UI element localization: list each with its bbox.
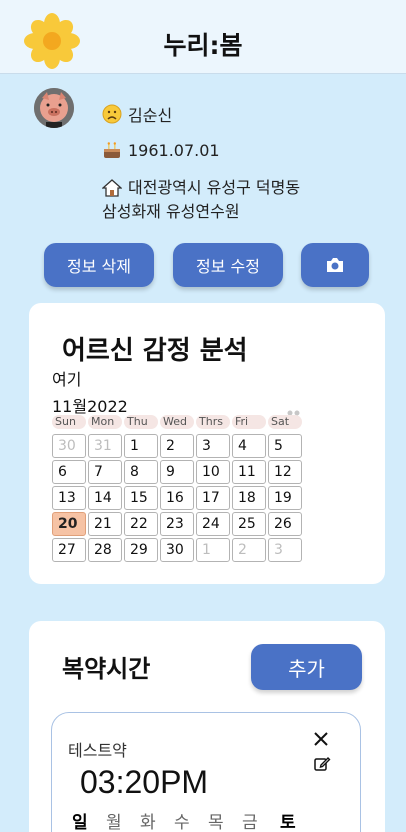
calendar-day[interactable]: 1 (196, 538, 230, 562)
medication-day-toggle[interactable]: 금 (242, 813, 258, 832)
calendar-day[interactable]: 4 (232, 434, 266, 458)
calendar-day[interactable]: 28 (88, 538, 122, 562)
profile-birth-row: 1961.07.01 (102, 140, 220, 160)
calendar-day[interactable]: 8 (124, 460, 158, 484)
pig-avatar-icon (34, 88, 74, 128)
add-medication-button[interactable]: 추가 (251, 644, 362, 690)
calendar-day[interactable]: 1 (124, 434, 158, 458)
calendar-day[interactable]: 16 (160, 486, 194, 510)
medication-title: 복약시간 (62, 655, 151, 683)
delete-medication-button[interactable] (312, 730, 330, 752)
calendar-day[interactable]: 11 (232, 460, 266, 484)
delete-info-button[interactable]: 정보 삭제 (44, 243, 154, 287)
sad-face-icon (102, 104, 122, 124)
medication-day-toggle[interactable]: 목 (208, 813, 224, 832)
weekday-label: Wed (160, 415, 194, 429)
calendar-nav[interactable] (286, 402, 302, 421)
medication-day-toggle[interactable]: 화 (140, 813, 156, 832)
calendar-day[interactable]: 26 (268, 512, 302, 536)
medication-day-toggle[interactable]: 월 (106, 813, 122, 832)
calendar-day[interactable]: 30 (160, 538, 194, 562)
calendar-day[interactable]: 17 (196, 486, 230, 510)
calendar-day[interactable]: 29 (124, 538, 158, 562)
calendar-day[interactable]: 6 (52, 460, 86, 484)
calendar-day[interactable]: 5 (268, 434, 302, 458)
emotion-subtitle: 여기 (52, 370, 82, 389)
calendar-day[interactable]: 18 (232, 486, 266, 510)
sunflower-icon (24, 13, 80, 69)
calendar-day[interactable]: 3 (268, 538, 302, 562)
dots-icon (287, 410, 300, 416)
medication-name: 테스트약 (68, 741, 127, 760)
calendar-day[interactable]: 23 (160, 512, 194, 536)
calendar-day[interactable]: 14 (88, 486, 122, 510)
calendar-day[interactable]: 9 (160, 460, 194, 484)
calendar-day[interactable]: 15 (124, 486, 158, 510)
calendar-day[interactable]: 2 (160, 434, 194, 458)
birthday-cake-icon (102, 140, 122, 160)
calendar-month-label: 11월2022 (52, 397, 128, 416)
weekday-label: Fri (232, 415, 266, 429)
weekday-label: Thrs (196, 415, 230, 429)
weekday-label: Sun (52, 415, 86, 429)
calendar-day[interactable]: 7 (88, 460, 122, 484)
edit-medication-button[interactable] (313, 755, 331, 777)
calendar-day[interactable]: 12 (268, 460, 302, 484)
house-icon (101, 178, 123, 198)
address-line-1: 대전광역시 유성구 덕명동 (128, 178, 301, 197)
address-line-2: 삼성화재 유성연수원 (102, 202, 240, 221)
calendar-day[interactable]: 24 (196, 512, 230, 536)
weekday-label: Thu (124, 415, 158, 429)
calendar-day[interactable]: 25 (232, 512, 266, 536)
profile-birth: 1961.07.01 (128, 140, 220, 160)
calendar-day[interactable]: 31 (88, 434, 122, 458)
camera-button[interactable] (301, 243, 369, 287)
calendar-day[interactable]: 20 (52, 512, 86, 536)
avatar[interactable] (34, 88, 74, 128)
calendar-day[interactable]: 22 (124, 512, 158, 536)
app-title: 누리:봄 (163, 31, 243, 60)
calendar-day[interactable]: 10 (196, 460, 230, 484)
edit-info-button[interactable]: 정보 수정 (173, 243, 283, 287)
calendar-day[interactable]: 13 (52, 486, 86, 510)
medication-day-toggle[interactable]: 토 (280, 813, 296, 832)
medication-day-toggle[interactable]: 일 (72, 813, 88, 832)
weekday-label: Mon (88, 415, 122, 429)
profile-name: 김순신 (128, 106, 173, 125)
profile-name-row: 김순신 (102, 102, 172, 126)
calendar-day[interactable]: 30 (52, 434, 86, 458)
calendar-day[interactable]: 21 (88, 512, 122, 536)
app-header: 누리:봄 (0, 0, 406, 74)
weekday-label: Sat (268, 415, 302, 429)
calendar-day[interactable]: 3 (196, 434, 230, 458)
calendar-day[interactable]: 27 (52, 538, 86, 562)
emotion-title: 어르신 감정 분석 (62, 336, 248, 366)
medication-time: 03:20PM (80, 764, 209, 800)
edit-icon (314, 757, 331, 771)
profile-address: 대전광역시 유성구 덕명동 삼성화재 유성연수원 (101, 176, 301, 224)
medication-item (51, 712, 361, 832)
close-icon (314, 732, 328, 746)
medication-day-toggle[interactable]: 수 (174, 813, 190, 832)
calendar-day[interactable]: 2 (232, 538, 266, 562)
calendar-day[interactable]: 19 (268, 486, 302, 510)
camera-icon (327, 258, 343, 272)
